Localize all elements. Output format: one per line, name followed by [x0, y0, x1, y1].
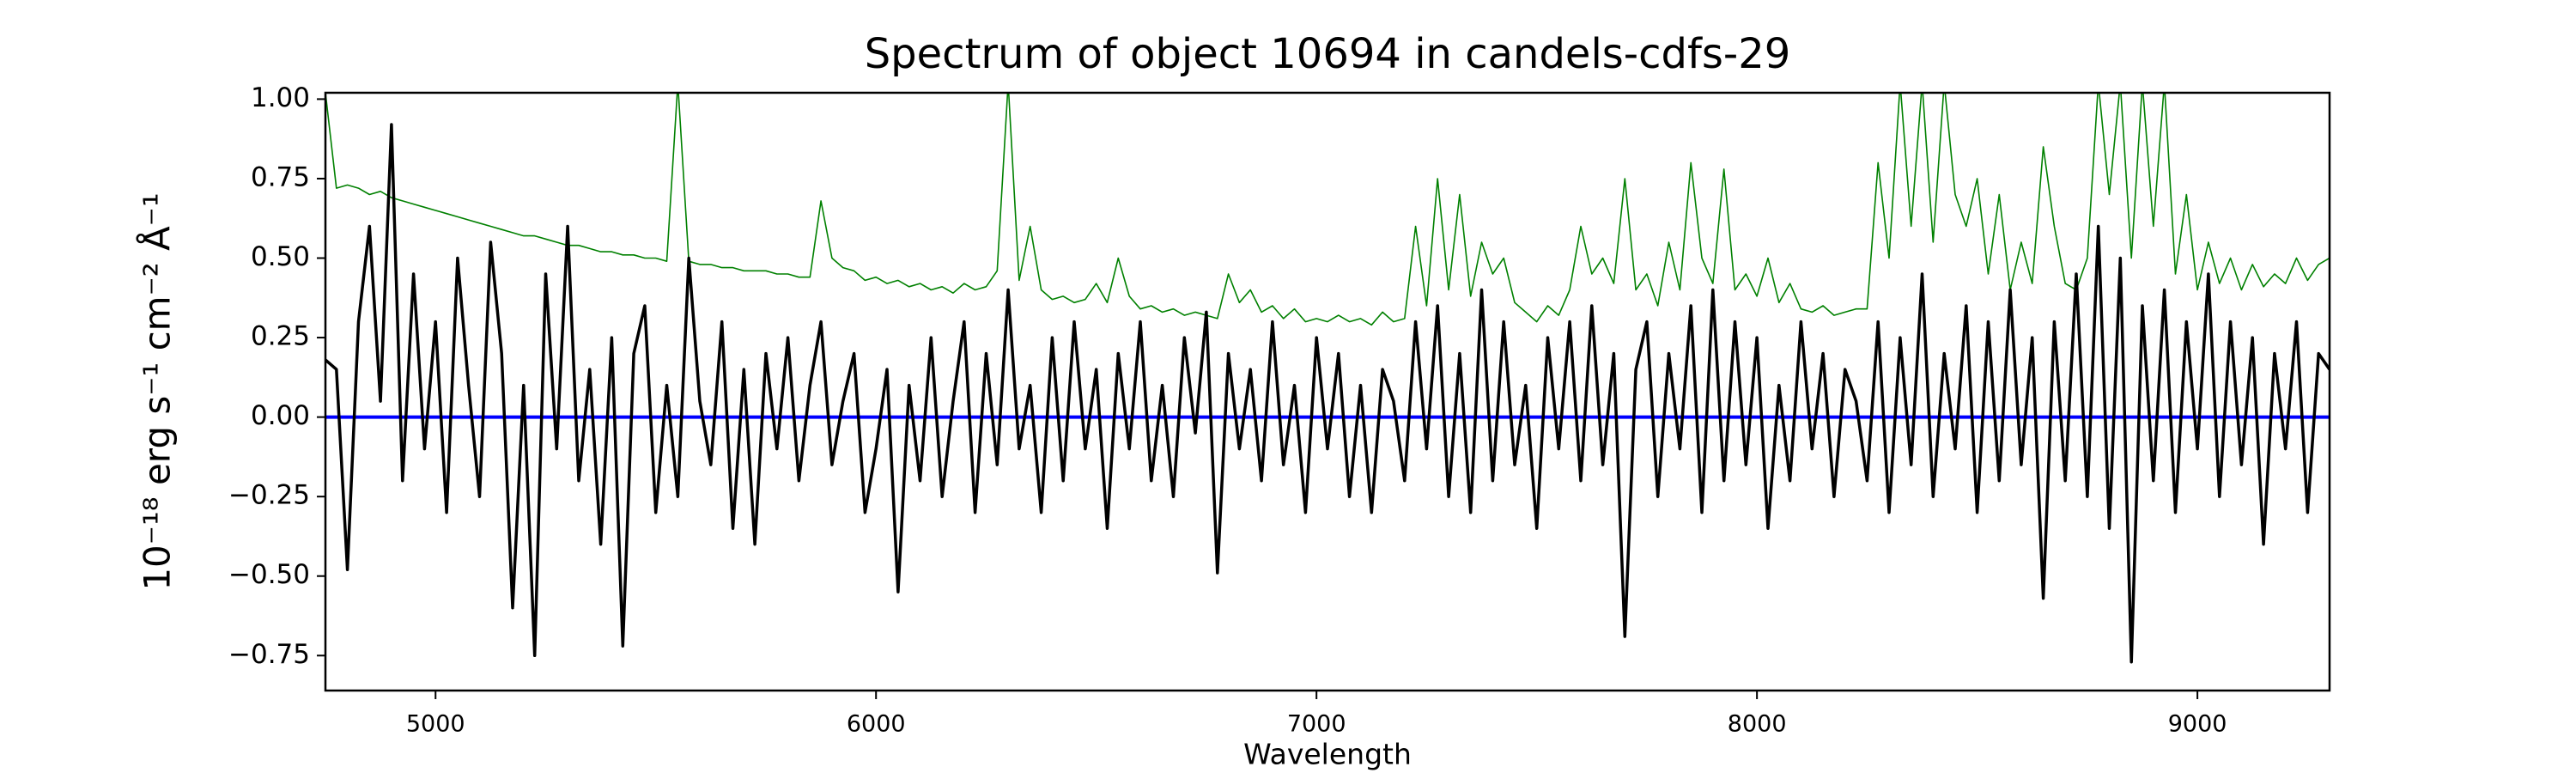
- x-tick-label: 8000: [1728, 711, 1787, 738]
- y-tick-label: 0.00: [251, 400, 310, 431]
- y-tick-label: −0.25: [228, 480, 310, 511]
- x-tick-label: 9000: [2168, 711, 2227, 738]
- y-axis-label: 10⁻¹⁸ erg s⁻¹ cm⁻² Å⁻¹: [136, 192, 179, 590]
- y-tick-label: 0.50: [251, 241, 310, 272]
- plot-area: [325, 93, 2330, 664]
- axes-frame: [324, 91, 2331, 692]
- chart-title: Spectrum of object 10694 in candels-cdfs…: [865, 30, 1791, 78]
- x-tick-label: 5000: [406, 711, 465, 738]
- x-tick-label: 7000: [1287, 711, 1346, 738]
- y-tick-label: 0.75: [251, 161, 310, 192]
- y-tick-label: −0.75: [228, 639, 310, 670]
- x-axis-label: Wavelength: [1243, 738, 1412, 771]
- y-tick-label: 0.25: [251, 321, 310, 352]
- spectrum-line: [325, 123, 2330, 664]
- y-tick-label: −0.50: [228, 559, 310, 590]
- spectrum-line: [325, 93, 2330, 326]
- y-tick-label: 1.00: [251, 82, 310, 113]
- x-tick-label: 6000: [847, 711, 906, 738]
